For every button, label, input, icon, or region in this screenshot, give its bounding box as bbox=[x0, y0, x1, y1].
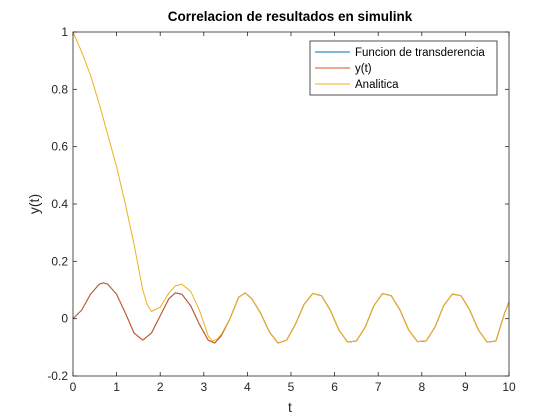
y-tick-label: -0.2 bbox=[47, 369, 68, 383]
y-tick-label: 0.2 bbox=[51, 254, 68, 268]
x-tick-label: 10 bbox=[502, 380, 516, 394]
y-tick-label: 0 bbox=[61, 312, 68, 326]
x-tick-label: 9 bbox=[462, 380, 469, 394]
x-tick-label: 8 bbox=[418, 380, 425, 394]
legend-entry-3: Analitica bbox=[355, 79, 399, 91]
x-tick-label: 5 bbox=[288, 380, 295, 394]
y-tick-label: 1 bbox=[61, 25, 68, 39]
y-tick-label: 0.8 bbox=[51, 82, 68, 96]
y-axis-label: y(t) bbox=[26, 194, 42, 214]
x-tick-label: 1 bbox=[113, 380, 120, 394]
y-tick-label: 0.6 bbox=[51, 140, 68, 154]
legend-entry-1: Funcion de transderencia bbox=[355, 47, 485, 59]
x-tick-label: 7 bbox=[375, 380, 382, 394]
legend-entry-2: y(t) bbox=[355, 63, 372, 75]
x-tick-label: 0 bbox=[70, 380, 77, 394]
legend: Funcion de transderencia y(t) Analitica bbox=[310, 41, 497, 95]
chart-title: Correlacion de resultados en simulink bbox=[168, 9, 413, 24]
x-tick-label: 6 bbox=[331, 380, 338, 394]
x-tick-label: 2 bbox=[157, 380, 164, 394]
y-tick-label: 0.4 bbox=[51, 197, 68, 211]
x-tick-label: 3 bbox=[200, 380, 207, 394]
x-axis-label: t bbox=[288, 399, 292, 415]
x-tick-label: 4 bbox=[244, 380, 251, 394]
